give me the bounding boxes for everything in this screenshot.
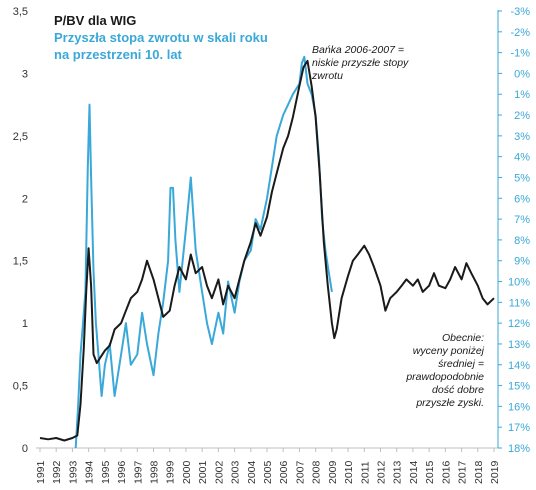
x-tick-label: 1992: [51, 460, 63, 484]
x-tick-label: 1993: [67, 460, 79, 484]
right-tick-label: 10%: [508, 277, 530, 289]
annotation-line: niskie przyszłe stopy: [312, 57, 409, 69]
current-annotation: Obecnie: wyceny poniżej średniej = prawd…: [394, 332, 484, 410]
left-tick-label: 0: [22, 443, 28, 455]
right-tick-label: 13%: [508, 339, 530, 351]
annotation-line: przyszłe zyski.: [416, 397, 484, 409]
right-tick-label: 16%: [508, 401, 530, 413]
x-tick-label: 2019: [489, 460, 501, 484]
annotation-line: zwrotu: [312, 70, 343, 82]
right-tick-label: 4%: [514, 152, 530, 164]
legend-return-line2: na przestrzeni 10. lat: [54, 47, 182, 62]
pbv-series-line: [39, 59, 495, 442]
annotation-line: Obecnie:: [441, 332, 484, 344]
legend-return-line1: Przyszła stopa zwrotu w skali roku: [54, 30, 268, 45]
series-layer: [39, 55, 495, 449]
x-tick-label: 2008: [311, 460, 323, 484]
annotation-line: prawdopodobnie: [406, 371, 484, 383]
x-tick-label: 2000: [181, 460, 193, 484]
right-tick-label: 3%: [514, 131, 530, 143]
right-tick-label: 8%: [514, 235, 530, 247]
annotation-line: dość dobre: [432, 384, 484, 396]
x-tick-label: 2017: [457, 460, 469, 484]
right-tick-label: 2%: [514, 110, 530, 122]
x-tick-label: 2013: [392, 460, 404, 484]
x-tick-label: 2016: [440, 460, 452, 484]
x-tick-label: 1991: [35, 460, 47, 484]
x-tick-label: 1994: [84, 460, 96, 484]
right-tick-label: -1%: [510, 48, 530, 60]
right-tick-label: 9%: [514, 256, 530, 268]
x-tick-label: 2007: [294, 460, 306, 484]
right-tick-label: 15%: [508, 381, 530, 393]
x-tick-label: 2010: [343, 460, 355, 484]
x-tick-label: 2012: [376, 460, 388, 484]
left-tick-label: 2,5: [13, 131, 28, 143]
x-tick-label: 1999: [165, 460, 177, 484]
x-tick-label: 2009: [327, 460, 339, 484]
x-tick-label: 2011: [359, 461, 371, 484]
annotation-line: wyceny poniżej: [412, 345, 484, 357]
left-tick-label: 3,5: [13, 6, 28, 18]
legend: P/BV dla WIG Przyszła stopa zwrotu w ska…: [54, 12, 268, 63]
right-tick-label: 14%: [508, 360, 530, 372]
left-tick-label: 2: [22, 193, 28, 205]
x-tick-label: 2006: [278, 460, 290, 484]
bubble-annotation: Bańka 2006-2007 = niskie przyszłe stopy …: [312, 44, 408, 83]
x-tick-label: 2018: [473, 460, 485, 484]
annotation-line: Bańka 2006-2007 =: [312, 44, 404, 56]
x-tick-label: 1996: [116, 460, 128, 484]
left-tick-label: 1,5: [13, 256, 28, 268]
left-tick-label: 3: [22, 68, 28, 80]
right-tick-label: 12%: [508, 318, 530, 330]
left-axis-ticks: 0 0,5 1 1,5 2 2,5 3 3,5: [13, 6, 28, 455]
x-tick-label: 2002: [213, 460, 225, 484]
x-tick-label: 1998: [149, 460, 161, 484]
x-tick-label: 2001: [197, 460, 209, 484]
right-tick-label: 1%: [514, 89, 530, 101]
x-tick-label: 2003: [230, 460, 242, 484]
x-tick-label: 2005: [262, 460, 274, 484]
x-tick-label: 1997: [132, 460, 144, 484]
right-tick-label: 0%: [514, 68, 530, 80]
x-tick-label: 2004: [246, 460, 258, 484]
right-tick-label: 11%: [509, 297, 530, 309]
x-tick-label: 2015: [424, 460, 436, 484]
right-tick-label: 7%: [514, 214, 530, 226]
annotation-line: średniej =: [438, 358, 484, 370]
left-tick-label: 0,5: [13, 381, 28, 393]
legend-pbv: P/BV dla WIG: [54, 13, 137, 28]
right-axis-ticks: -3% -2% -1% 0% 1% 2% 3% 4% 5% 6% 7% 8% 9% 10% 11% 12% 13…: [498, 6, 530, 455]
x-tick-label: 1995: [100, 460, 112, 484]
right-tick-label: 5%: [514, 172, 530, 184]
left-tick-label: 1: [22, 318, 28, 330]
right-tick-label: -2%: [510, 27, 530, 39]
right-tick-label: 6%: [514, 193, 530, 205]
right-tick-label: -3%: [510, 6, 530, 18]
x-axis-ticks: 1991 1992 1993 1994 1995 1996 1997 1998 1999 2000…: [35, 448, 501, 484]
right-tick-label: 18%: [508, 443, 530, 455]
right-tick-label: 17%: [508, 422, 530, 434]
x-tick-label: 2014: [408, 460, 420, 484]
